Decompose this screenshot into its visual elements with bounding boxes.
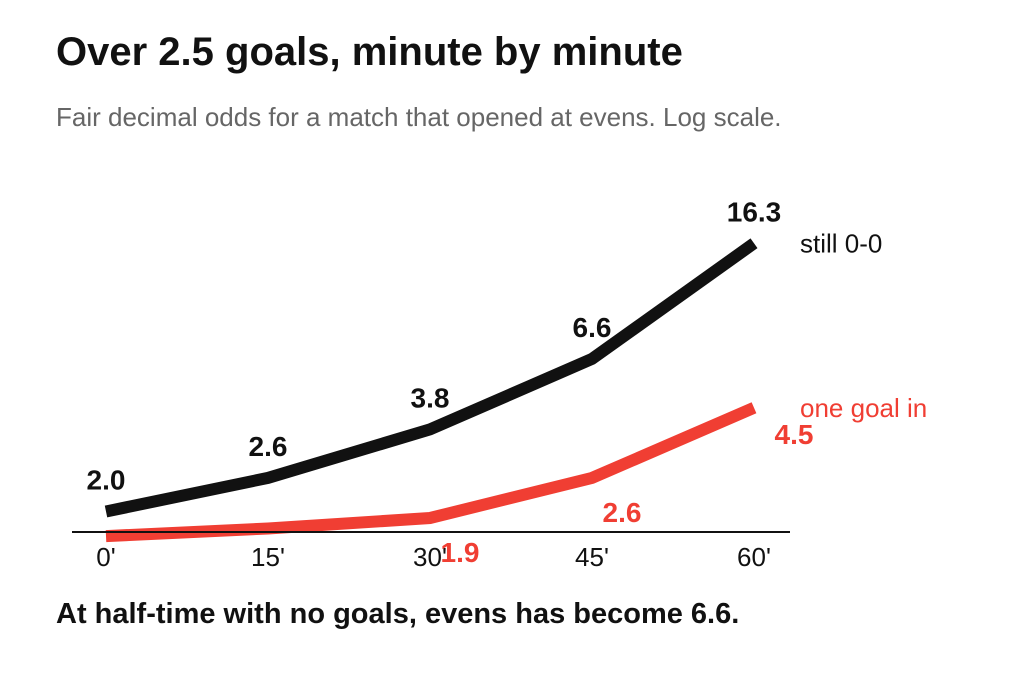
series-name-label: still 0-0 [800, 228, 882, 258]
data-label: 2.0 [87, 465, 126, 496]
x-tick-label: 15' [251, 542, 285, 572]
x-tick-label: 30' [413, 542, 447, 572]
series-end-labels: still 0-0 one goal in [800, 228, 927, 422]
chart-title: Over 2.5 goals, minute by minute [56, 30, 683, 74]
data-labels: 2.0 2.6 3.8 6.6 16.3 1.9 2.6 4.5 [87, 196, 814, 568]
data-label: 6.6 [573, 312, 612, 343]
data-label: 3.8 [411, 382, 450, 413]
x-tick-label: 60' [737, 542, 771, 572]
data-label: 1.9 [441, 537, 480, 568]
x-tick-labels: 0' 15' 30' 45' 60' [96, 542, 771, 572]
chart-subtitle: Fair decimal odds for a match that opene… [56, 102, 782, 132]
data-label: 2.6 [603, 497, 642, 528]
data-label: 2.6 [249, 431, 288, 462]
data-label: 4.5 [775, 419, 814, 450]
line-chart: 0' 15' 30' 45' 60' 2.0 2.6 3.8 6.6 16.3 1.9 2.6 4.5… [72, 196, 927, 572]
series-line-0 [104, 238, 758, 518]
chart-takeaway: At half-time with no goals, evens has be… [56, 598, 740, 630]
series-name-label: one goal in [800, 393, 927, 423]
x-tick-label: 0' [96, 542, 115, 572]
data-label: 16.3 [727, 196, 782, 227]
x-tick-label: 45' [575, 542, 609, 572]
